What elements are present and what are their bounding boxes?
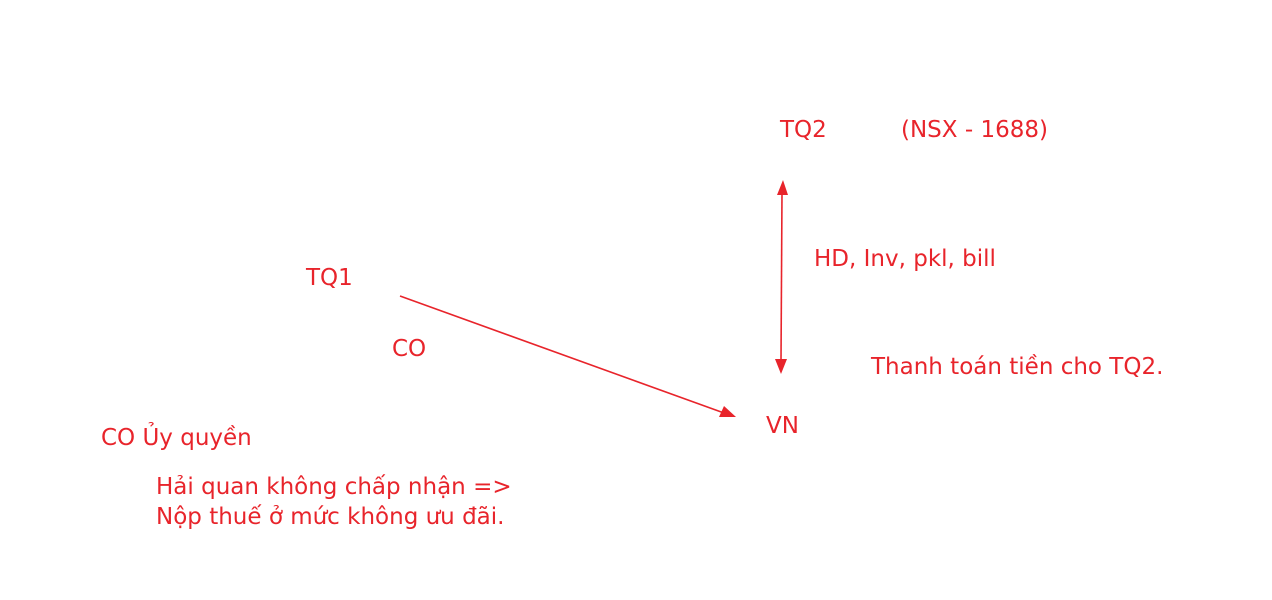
arrow-tq1-to-vn xyxy=(399,295,736,417)
arrow-vn-tq2-bidirectional xyxy=(775,180,788,374)
label-co-authorized: CO Ủy quyền xyxy=(101,425,252,451)
label-documents: HD, Inv, pkl, bill xyxy=(814,246,996,272)
arrow-head xyxy=(719,406,736,417)
label-payment: Thanh toán tiền cho TQ2. xyxy=(871,354,1164,380)
note-customs-line1: Hải quan không chấp nhận => xyxy=(156,474,512,500)
node-tq1: TQ1 xyxy=(306,265,353,291)
note-customs-line2: Nộp thuế ở mức không ưu đãi. xyxy=(156,504,505,530)
arrow-head-up xyxy=(777,180,788,195)
node-vn: VN xyxy=(766,413,799,439)
label-nsx: (NSX - 1688) xyxy=(901,117,1048,143)
arrow-head-down xyxy=(775,359,787,374)
label-co: CO xyxy=(392,336,427,362)
node-tq2: TQ2 xyxy=(780,117,827,143)
